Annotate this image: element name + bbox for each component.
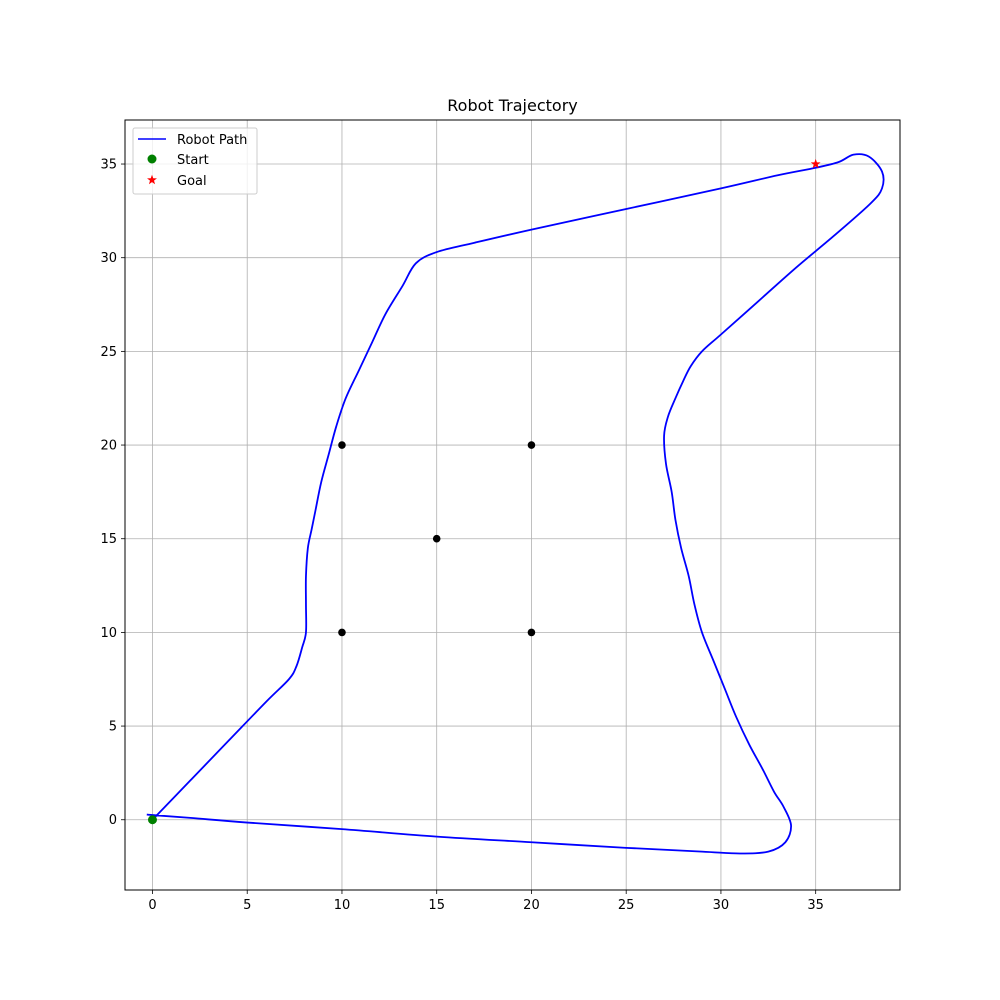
y-tick-label: 35 — [100, 158, 117, 173]
obstacle-point — [527, 441, 536, 449]
x-tick-label: 20 — [523, 898, 540, 913]
x-tick-label: 10 — [334, 898, 351, 913]
obstacle-point — [338, 441, 346, 449]
goal-marker — [810, 158, 821, 169]
x-tick-label: 0 — [148, 898, 156, 913]
obstacle-point — [338, 628, 346, 637]
plot-series — [146, 153, 885, 855]
y-tick-label: 10 — [100, 626, 117, 641]
x-tick-label: 25 — [618, 898, 635, 913]
y-tick-label: 25 — [100, 345, 117, 360]
y-tick-label: 0 — [109, 813, 117, 828]
x-tick-label: 35 — [807, 898, 824, 913]
robot-path-line — [146, 153, 885, 855]
legend-box — [132, 127, 258, 195]
obstacle-point — [527, 628, 536, 637]
legend-label-robot-path: Robot Path — [177, 133, 247, 148]
legend-marker-goal — [147, 174, 157, 185]
start-marker — [147, 815, 157, 825]
y-tick-label: 15 — [100, 532, 117, 547]
x-tick-label: 30 — [713, 898, 730, 913]
legend-label-goal: Goal — [177, 174, 207, 189]
chart-title: Robot Trajectory — [447, 96, 578, 115]
y-tick-label: 30 — [100, 251, 117, 266]
plot-frame — [124, 119, 901, 891]
legend-label-start: Start — [177, 153, 209, 168]
x-tick-label: 5 — [243, 898, 251, 913]
obstacle-point — [432, 534, 441, 543]
y-tick-label: 5 — [109, 720, 117, 735]
axis-ticks: 0 5 10 15 20 25 30 35 0 5 10 15 20 25 30 35 — [100, 158, 823, 913]
x-tick-label: 15 — [428, 898, 445, 913]
legend: Robot Path Start Goal — [132, 127, 258, 195]
y-tick-label: 20 — [100, 439, 117, 454]
grid-lines — [125, 120, 900, 890]
legend-marker-start — [147, 154, 157, 164]
